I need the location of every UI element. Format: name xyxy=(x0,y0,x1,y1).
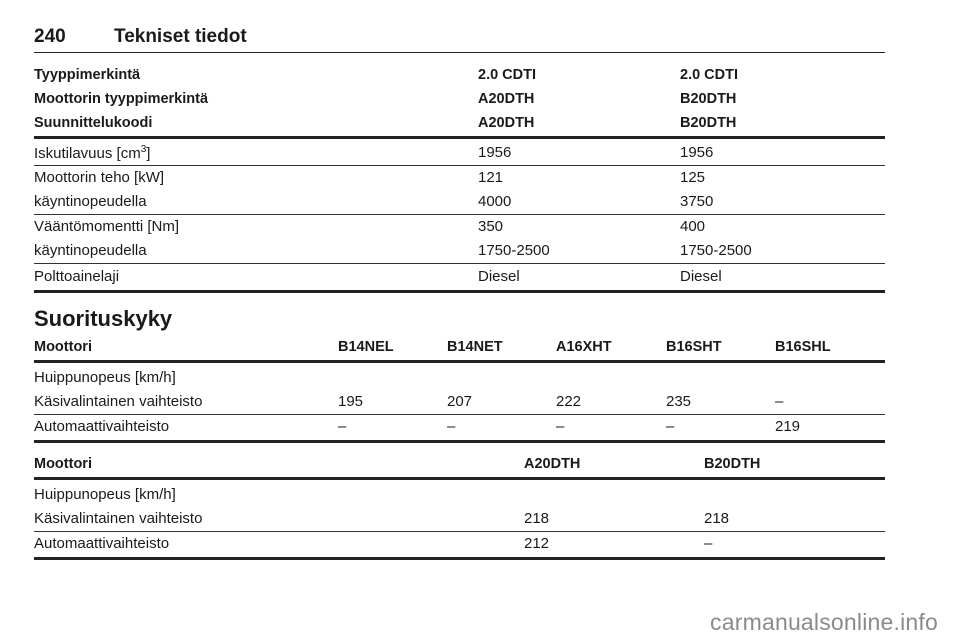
header-cell: A20DTH xyxy=(478,91,535,107)
header-cell: 2.0 CDTI xyxy=(680,67,739,83)
header-cell: Tyyppimerkintä xyxy=(34,67,141,83)
table-cell: Huippunopeus [km/h] xyxy=(34,486,176,503)
header-cell: B16SHL xyxy=(775,339,831,355)
engine-spec-table: Tyyppimerkintä 2.0 CDTI 2.0 CDTI Moottor… xyxy=(34,64,885,293)
header-cell: B20DTH xyxy=(680,115,737,131)
header-cell: A20DTH xyxy=(478,115,535,131)
header-cell: B14NEL xyxy=(338,339,394,355)
table-cell: 1750-2500 xyxy=(680,242,752,259)
header-cell: Suunnittelukoodi xyxy=(34,115,153,131)
table-cell: 400 xyxy=(680,218,706,235)
table-cell: 207 xyxy=(447,393,473,410)
table-cell: Automaattivaihteisto xyxy=(34,418,170,435)
performance-table-petrol: Moottori B14NEL B14NET A16XHT B16SHT B16… xyxy=(34,336,885,443)
table-cell: 212 xyxy=(524,535,550,552)
page-title: Tekniset tiedot xyxy=(114,26,247,47)
table-cell: käyntinopeudella xyxy=(34,193,147,210)
table-row: Vääntömomentti [Nm] 350 400 xyxy=(34,215,885,239)
table-cell: Automaattivaihteisto xyxy=(34,535,170,552)
header-cell: B16SHT xyxy=(666,339,722,355)
table-cell: käyntinopeudella xyxy=(34,242,147,259)
table-cell: Huippunopeus [km/h] xyxy=(34,369,176,386)
header-cell: Moottori xyxy=(34,456,92,472)
table-header-row: Suunnittelukoodi A20DTH B20DTH xyxy=(34,112,885,139)
table-cell: 350 xyxy=(478,218,504,235)
table-cell: 218 xyxy=(704,510,730,527)
table-cell: – xyxy=(447,418,456,435)
header-cell: B20DTH xyxy=(680,91,737,107)
table-header-row: Moottori B14NEL B14NET A16XHT B16SHT B16… xyxy=(34,336,885,363)
section-title: Suorituskyky xyxy=(34,306,173,331)
table-row: Polttoainelaji Diesel Diesel xyxy=(34,264,885,293)
table-row: Käsivalintainen vaihteisto 195 207 222 2… xyxy=(34,390,885,415)
table-cell: Polttoainelaji xyxy=(34,268,120,285)
table-cell: 195 xyxy=(338,393,364,410)
table-cell: Moottorin teho [kW] xyxy=(34,169,165,186)
table-row: Moottorin teho [kW] 121 125 xyxy=(34,166,885,190)
header-cell: A20DTH xyxy=(524,456,581,472)
table-cell: 222 xyxy=(556,393,582,410)
table-row: Käsivalintainen vaihteisto 218 218 xyxy=(34,507,885,532)
table-cell: Iskutilavuus [cm3] xyxy=(34,144,151,162)
table-cell: 235 xyxy=(666,393,692,410)
header-cell: Moottorin tyyppimerkintä xyxy=(34,91,209,107)
table-row: Huippunopeus [km/h] xyxy=(34,480,885,507)
table-cell: – xyxy=(666,418,675,435)
table-cell: Käsivalintainen vaihteisto xyxy=(34,510,203,527)
header-cell: 2.0 CDTI xyxy=(478,67,537,83)
table-header-row: Moottorin tyyppimerkintä A20DTH B20DTH xyxy=(34,88,885,112)
table-cell: – xyxy=(775,393,784,410)
table-cell: 1956 xyxy=(680,144,714,161)
performance-table-diesel: Moottori A20DTH B20DTH Huippunopeus [km/… xyxy=(34,453,885,560)
table-cell: Diesel xyxy=(478,268,520,285)
table-cell: 1956 xyxy=(478,144,512,161)
table-row: Huippunopeus [km/h] xyxy=(34,363,885,390)
table-cell: 219 xyxy=(775,418,801,435)
table-cell: Käsivalintainen vaihteisto xyxy=(34,393,203,410)
table-cell: – xyxy=(704,535,713,552)
table-cell: 125 xyxy=(680,169,706,186)
table-row: käyntinopeudella 1750-2500 1750-2500 xyxy=(34,239,885,264)
table-row: käyntinopeudella 4000 3750 xyxy=(34,190,885,215)
table-cell: 3750 xyxy=(680,193,714,210)
table-header-row: Tyyppimerkintä 2.0 CDTI 2.0 CDTI xyxy=(34,64,885,88)
table-row: Automaattivaihteisto 212 – xyxy=(34,532,885,560)
table-cell: – xyxy=(338,418,347,435)
table-cell: 1750-2500 xyxy=(478,242,550,259)
table-cell: 121 xyxy=(478,169,504,186)
table-row: Iskutilavuus [cm3] 1956 1956 xyxy=(34,139,885,166)
header-cell: B14NET xyxy=(447,339,503,355)
header-cell: Moottori xyxy=(34,339,92,355)
table-cell: Diesel xyxy=(680,268,722,285)
site-watermark: carmanualsonline.info xyxy=(710,609,938,635)
table-row: Automaattivaihteisto – – – – 219 xyxy=(34,415,885,443)
table-header-row: Moottori A20DTH B20DTH xyxy=(34,453,885,480)
header-cell: B20DTH xyxy=(704,456,761,472)
header-cell: A16XHT xyxy=(556,339,612,355)
table-cell: – xyxy=(556,418,565,435)
page-number: 240 xyxy=(34,26,66,47)
table-cell: 4000 xyxy=(478,193,512,210)
table-cell: Vääntömomentti [Nm] xyxy=(34,218,180,235)
table-cell: 218 xyxy=(524,510,550,527)
page-header: 240 Tekniset tiedot xyxy=(34,24,885,53)
